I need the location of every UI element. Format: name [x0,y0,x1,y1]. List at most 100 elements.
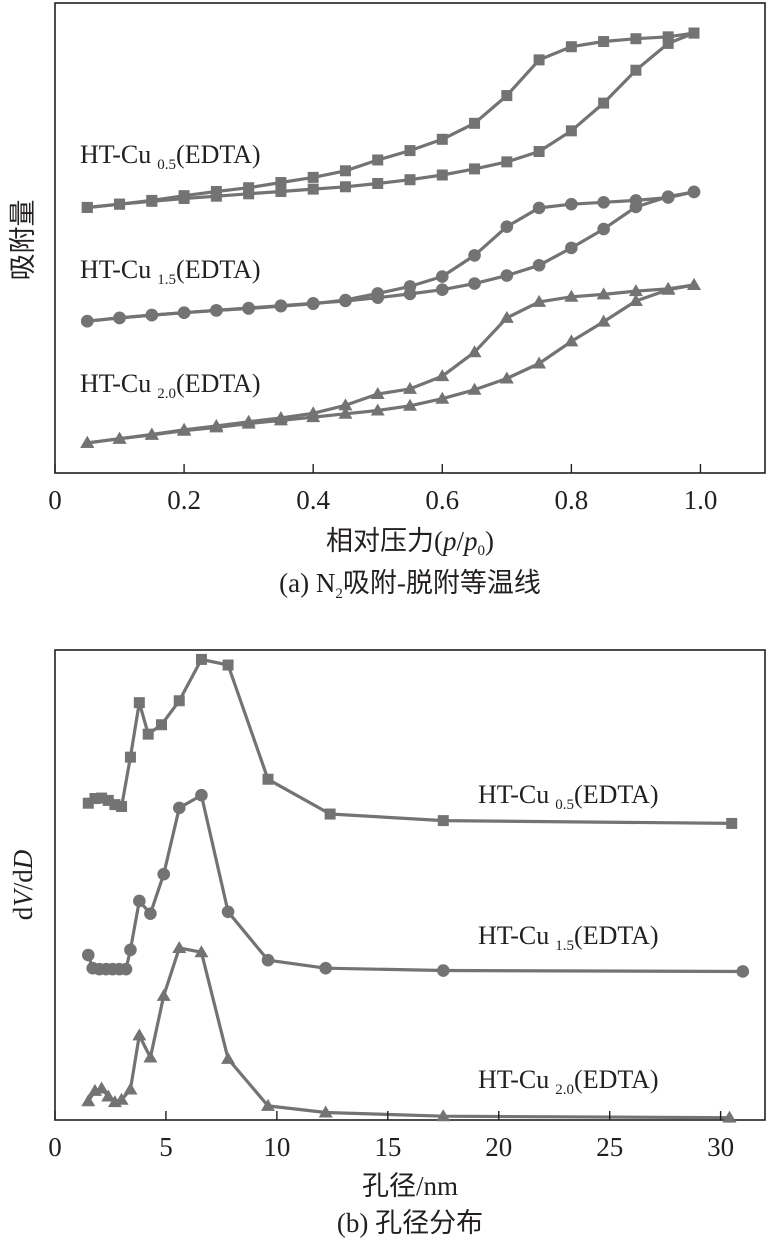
b-1-5-curve-point-7 [124,943,137,957]
a-2-0-adsorption-point-9 [370,403,385,416]
a-1-5-adsorption-point-14 [532,258,546,272]
series-label-ht-cu-0.5-a: HT-Cu 0.5(EDTA) [80,140,261,173]
a-x-tick-label-2: 0.4 [296,485,330,515]
a-2-0-adsorption-point-16 [596,314,611,327]
a-0-5-desorption-point-9 [404,145,416,157]
a-2-0-desorption-point-12 [306,406,321,419]
a-1-5-desorption-point-18 [113,311,126,325]
a-0-5-adsorption-point-13 [501,156,513,168]
b-0-5-curve-point-3 [102,794,114,806]
panel-b-pore-size-chart: 0 5 10 15 20 25 30 HT-Cu 0.5(EDTA) HT-Cu 1.5(EDT… [8,649,766,1238]
b-0-5-curve-point-2 [96,792,108,804]
b-series-0-5 [82,653,738,829]
a-0-5-desorption-point-14 [243,182,255,194]
b-1-5-curve-point-9 [144,907,157,920]
panel-a-plot-frame [54,2,766,474]
a-2-0-desorption-point-19 [80,435,95,448]
a-2-0-adsorption-point-13 [499,371,514,384]
a-0-5-desorption-point-17 [146,194,158,206]
a-x-tick-label-1: 0.2 [167,485,201,515]
a-0-5-desorption-point-16 [178,190,190,202]
b-x-tick-label-4: 20 [485,1132,512,1162]
b-2-0-curve-point-0 [81,1094,96,1107]
a-1-5-desorption-point-2 [629,194,643,207]
a-0-5-desorption-point-18 [114,198,126,210]
a-0-5-adsorption-point-8 [339,181,351,193]
a-2-0-adsorption-point-8 [338,406,353,419]
b-1-5-curve-point-17 [736,965,750,978]
a-2-0-desorption-point-14 [241,414,256,427]
a-x-tick-label-0: 0 [48,485,62,515]
a-series-0-5 [81,27,700,213]
b-x-tick-label-3: 15 [374,1132,401,1162]
a-1-5-desorption-point-13 [274,299,288,313]
b-series-1-5 [81,788,750,978]
b-2-0-curve-point-10 [172,940,187,953]
a-0-5-adsorption-point-12 [469,163,481,175]
b-0-5-curve-point-15 [437,815,449,827]
b-0-5-curve-point-0 [82,797,94,809]
b-x-tick-label-2: 10 [263,1132,290,1162]
panel-b-plot-frame [54,649,766,1121]
a-2-0-desorption-point-2 [628,284,643,297]
a-0-5-desorption-point-0 [688,27,700,39]
panel-a-y-axis-label: 吸附量 [8,200,38,281]
panel-a-x-ticks: 0 0.2 0.4 0.6 0.8 1.0 [48,464,717,515]
a-1-5-adsorption-point-11 [435,283,449,297]
b-2-0-curve-point-12 [221,1051,236,1064]
a-1-5-desorption-point-12 [306,297,320,311]
a-x-tick-label-3: 0.6 [425,485,459,515]
a-2-0-desorption-point-9 [403,381,417,394]
a-2-0-desorption-point-5 [532,294,547,307]
a-1-5-desorption-point-4 [565,197,578,211]
a-1-5-desorption-point-16 [177,306,191,320]
b-x-tick-label-1: 5 [159,1132,173,1162]
a-2-0-adsorption-point-14 [532,356,547,369]
a-1-5-desorption-point-11 [339,293,352,307]
a-2-0-adsorption-point-11 [435,391,450,404]
a-0-5-desorption-point-4 [565,41,577,53]
a-series-0-5-adsorption-line [87,31,695,210]
panel-a-series-group [80,27,701,448]
a-1-5-desorption-point-6 [500,220,514,234]
a-2-0-desorption-point-3 [596,287,611,300]
b-1-5-curve-point-12 [195,788,208,802]
a-0-5-desorption-point-6 [501,90,513,102]
svg-text:HT-Cu0.5(EDTA): HT-Cu 0.5(EDTA) [80,140,261,173]
b-1-5-curve-point-10 [157,867,171,881]
a-1-5-desorption-point-1 [661,191,675,204]
a-2-0-desorption-point-1 [661,281,676,294]
b-0-5-curve-point-9 [156,719,167,731]
svg-text:HT-Cu1.5(EDTA): HT-Cu 1.5(EDTA) [478,921,659,954]
a-1-5-desorption-point-3 [597,195,610,209]
a-0-5-desorption-point-5 [533,54,545,66]
a-2-0-desorption-point-13 [273,411,288,424]
a-1-5-desorption-point-8 [435,270,449,283]
svg-text:HT-Cu2.0(EDTA): HT-Cu 2.0(EDTA) [80,369,261,402]
b-1-5-curve-point-15 [319,961,332,975]
b-2-0-curve-point-5 [114,1092,129,1105]
b-2-0-curve-point-11 [194,945,209,958]
a-2-0-desorption-point-6 [499,310,514,323]
a-1-5-desorption-point-19 [80,314,94,328]
a-2-0-adsorption-point-12 [467,382,482,395]
a-0-5-adsorption-point-16 [598,97,610,109]
series-label-ht-cu-1.5-b: HT-Cu 1.5(EDTA) [478,921,659,954]
series-label-ht-cu-0.5-b: HT-Cu 0.5(EDTA) [478,780,659,813]
b-1-5-curve-point-8 [133,894,146,908]
a-0-5-adsorption-point-11 [436,169,448,181]
a-series-2-0-desorption-line [87,283,695,445]
series-label-ht-cu-1.5-a: HT-Cu 1.5(EDTA) [80,255,261,288]
panel-a-x-axis-label: 相对压力(p/p0) [326,526,494,559]
b-x-tick-label-5: 25 [596,1132,623,1162]
a-1-5-adsorption-point-15 [565,241,578,255]
b-1-5-curve-point-14 [261,953,275,967]
a-0-5-adsorption-point-10 [404,174,416,186]
svg-text:HT-Cu2.0(EDTA): HT-Cu 2.0(EDTA) [478,1065,659,1098]
svg-text:HT-Cu1.5(EDTA): HT-Cu 1.5(EDTA) [80,255,261,288]
a-2-0-adsorption-point-15 [564,334,579,347]
a-1-5-desorption-point-17 [145,308,159,322]
a-0-5-adsorption-point-14 [533,146,545,158]
a-series-2-0-adsorption-line [87,283,695,445]
